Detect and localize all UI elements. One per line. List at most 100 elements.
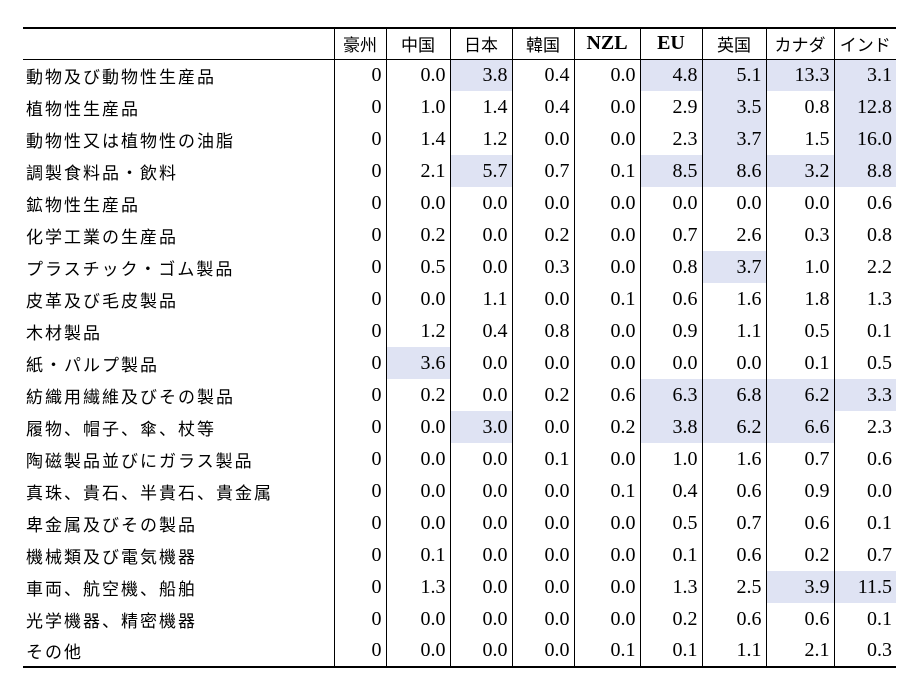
table-cell: 0.0 bbox=[573, 347, 640, 379]
row-label: 卑金属及びその製品 bbox=[26, 515, 197, 536]
table-cell: 1.1 bbox=[449, 283, 512, 315]
table-cell: 0.0 bbox=[573, 507, 640, 539]
table-cell: 0.6 bbox=[701, 475, 766, 507]
table-cell: 0.0 bbox=[701, 347, 766, 379]
table-cell: 0.0 bbox=[449, 219, 512, 251]
table-cell: 0.0 bbox=[511, 123, 574, 155]
table-cell: 1.6 bbox=[701, 283, 766, 315]
table-cell: 0.0 bbox=[573, 443, 640, 475]
table-cell: 2.1 bbox=[765, 635, 834, 668]
table-cell: 3.7 bbox=[701, 123, 766, 155]
table-cell: 0.1 bbox=[573, 475, 640, 507]
table-cell: 0 bbox=[333, 187, 386, 219]
table-cell: 0.9 bbox=[639, 315, 702, 347]
header-china: 中国 bbox=[385, 27, 450, 60]
table-cell: 0.0 bbox=[385, 443, 450, 475]
table-cell: 0.2 bbox=[385, 219, 450, 251]
row-label: 機械類及び電気機器 bbox=[26, 547, 197, 568]
table-row: その他 0 0.0 0.0 0.0 0.1 0.1 1.1 2.1 0.3 bbox=[23, 635, 896, 668]
table-body: 動物及び動物性生産品 0 0.0 3.8 0.4 0.0 4.8 5.1 13.3 3.1 植物性生… bbox=[23, 59, 896, 668]
table-cell: 0 bbox=[333, 603, 386, 635]
table-cell: 0.1 bbox=[511, 443, 574, 475]
table-cell: 0.0 bbox=[511, 347, 574, 379]
table-row: 機械類及び電気機器 0 0.1 0.0 0.0 0.0 0.1 0.6 0.2 0.7 bbox=[23, 539, 896, 571]
row-label: 調製食料品・飲料 bbox=[26, 163, 178, 184]
table-cell: 1.0 bbox=[639, 443, 702, 475]
table-cell: 5.7 bbox=[449, 155, 512, 187]
table-cell: 0.3 bbox=[765, 219, 834, 251]
table-cell: 2.5 bbox=[701, 571, 766, 603]
table-row: 履物、帽子、傘、杖等 0 0.0 3.0 0.0 0.2 3.8 6.2 6.6 2.3 bbox=[23, 411, 896, 443]
table-cell: 0.0 bbox=[385, 603, 450, 635]
table-cell: 0.6 bbox=[833, 187, 896, 219]
table-row: 皮革及び毛皮製品 0 0.0 1.1 0.0 0.1 0.6 1.6 1.8 1.3 bbox=[23, 283, 896, 315]
table-cell: 0.3 bbox=[511, 251, 574, 283]
row-label: 車両、航空機、船舶 bbox=[26, 579, 197, 600]
table-cell: 0.0 bbox=[639, 187, 702, 219]
table-cell: 0.2 bbox=[639, 603, 702, 635]
table-cell: 0.0 bbox=[511, 283, 574, 315]
header-eu: EU bbox=[639, 27, 702, 60]
table-cell: 0.6 bbox=[833, 443, 896, 475]
row-label: 紙・パルプ製品 bbox=[26, 355, 159, 376]
table-cell: 0.0 bbox=[511, 635, 574, 668]
table-cell: 6.3 bbox=[639, 379, 702, 411]
table-row: 化学工業の生産品 0 0.2 0.0 0.2 0.0 0.7 2.6 0.3 0.8 bbox=[23, 219, 896, 251]
table-cell: 0.8 bbox=[639, 251, 702, 283]
table-header-row: 豪州 中国 日本 韓国 NZL EU 英国 カナダ インド bbox=[23, 27, 896, 60]
table-cell: 3.1 bbox=[833, 59, 896, 91]
table-cell: 0.4 bbox=[449, 315, 512, 347]
table-cell: 3.5 bbox=[701, 91, 766, 123]
table-cell: 0 bbox=[333, 315, 386, 347]
header-korea: 韓国 bbox=[511, 27, 574, 60]
table-cell: 0.0 bbox=[639, 347, 702, 379]
row-label: その他 bbox=[23, 635, 334, 668]
row-label: 化学工業の生産品 bbox=[26, 227, 178, 248]
header-nzl: NZL bbox=[573, 27, 640, 60]
table-cell: 3.0 bbox=[449, 411, 512, 443]
table-cell: 0.1 bbox=[573, 635, 640, 668]
table-cell: 12.8 bbox=[833, 91, 896, 123]
table-cell: 3.9 bbox=[765, 571, 834, 603]
table-cell: 0.0 bbox=[573, 123, 640, 155]
table-cell: 0.5 bbox=[833, 347, 896, 379]
table-cell: 0.0 bbox=[511, 539, 574, 571]
table-cell: 0 bbox=[333, 347, 386, 379]
table-cell: 0.5 bbox=[765, 315, 834, 347]
table-cell: 0.6 bbox=[765, 603, 834, 635]
table-cell: 0 bbox=[333, 155, 386, 187]
table-cell: 2.9 bbox=[639, 91, 702, 123]
row-label: 紡織用繊維及びその製品 bbox=[26, 387, 235, 408]
table-cell: 0.0 bbox=[449, 187, 512, 219]
table-row: 車両、航空機、船舶 0 1.3 0.0 0.0 0.0 1.3 2.5 3.9 11.5 bbox=[23, 571, 896, 603]
table-cell: 1.2 bbox=[449, 123, 512, 155]
table-cell: 0.6 bbox=[639, 283, 702, 315]
table-cell: 0.7 bbox=[639, 219, 702, 251]
table-cell: 0.0 bbox=[385, 283, 450, 315]
table-cell: 0.2 bbox=[385, 379, 450, 411]
header-canada: カナダ bbox=[765, 27, 834, 60]
header-uk: 英国 bbox=[701, 27, 766, 60]
table-cell: 0 bbox=[333, 507, 386, 539]
table-cell: 0.0 bbox=[573, 91, 640, 123]
row-label: 鉱物性生産品 bbox=[26, 195, 140, 216]
table-cell: 0.7 bbox=[833, 539, 896, 571]
table-cell: 0.4 bbox=[511, 91, 574, 123]
table-cell: 0 bbox=[333, 411, 386, 443]
table-cell: 1.3 bbox=[385, 571, 450, 603]
table-cell: 0.0 bbox=[511, 571, 574, 603]
table-cell: 0.8 bbox=[833, 219, 896, 251]
table-cell: 0 bbox=[333, 571, 386, 603]
table-cell: 0.2 bbox=[511, 379, 574, 411]
table-row: 陶磁製品並びにガラス製品 0 0.0 0.0 0.1 0.0 1.0 1.6 0.7 0.6 bbox=[23, 443, 896, 475]
table-row: 紡織用繊維及びその製品 0 0.2 0.0 0.2 0.6 6.3 6.8 6.2 3.3 bbox=[23, 379, 896, 411]
table-cell: 0.1 bbox=[639, 539, 702, 571]
table-cell: 0.0 bbox=[385, 411, 450, 443]
table-cell: 0.0 bbox=[449, 347, 512, 379]
table-cell: 1.8 bbox=[765, 283, 834, 315]
table-cell: 8.5 bbox=[639, 155, 702, 187]
table-cell: 3.3 bbox=[833, 379, 896, 411]
table-cell: 0.7 bbox=[701, 507, 766, 539]
table-cell: 3.7 bbox=[701, 251, 766, 283]
table-cell: 0.0 bbox=[385, 187, 450, 219]
